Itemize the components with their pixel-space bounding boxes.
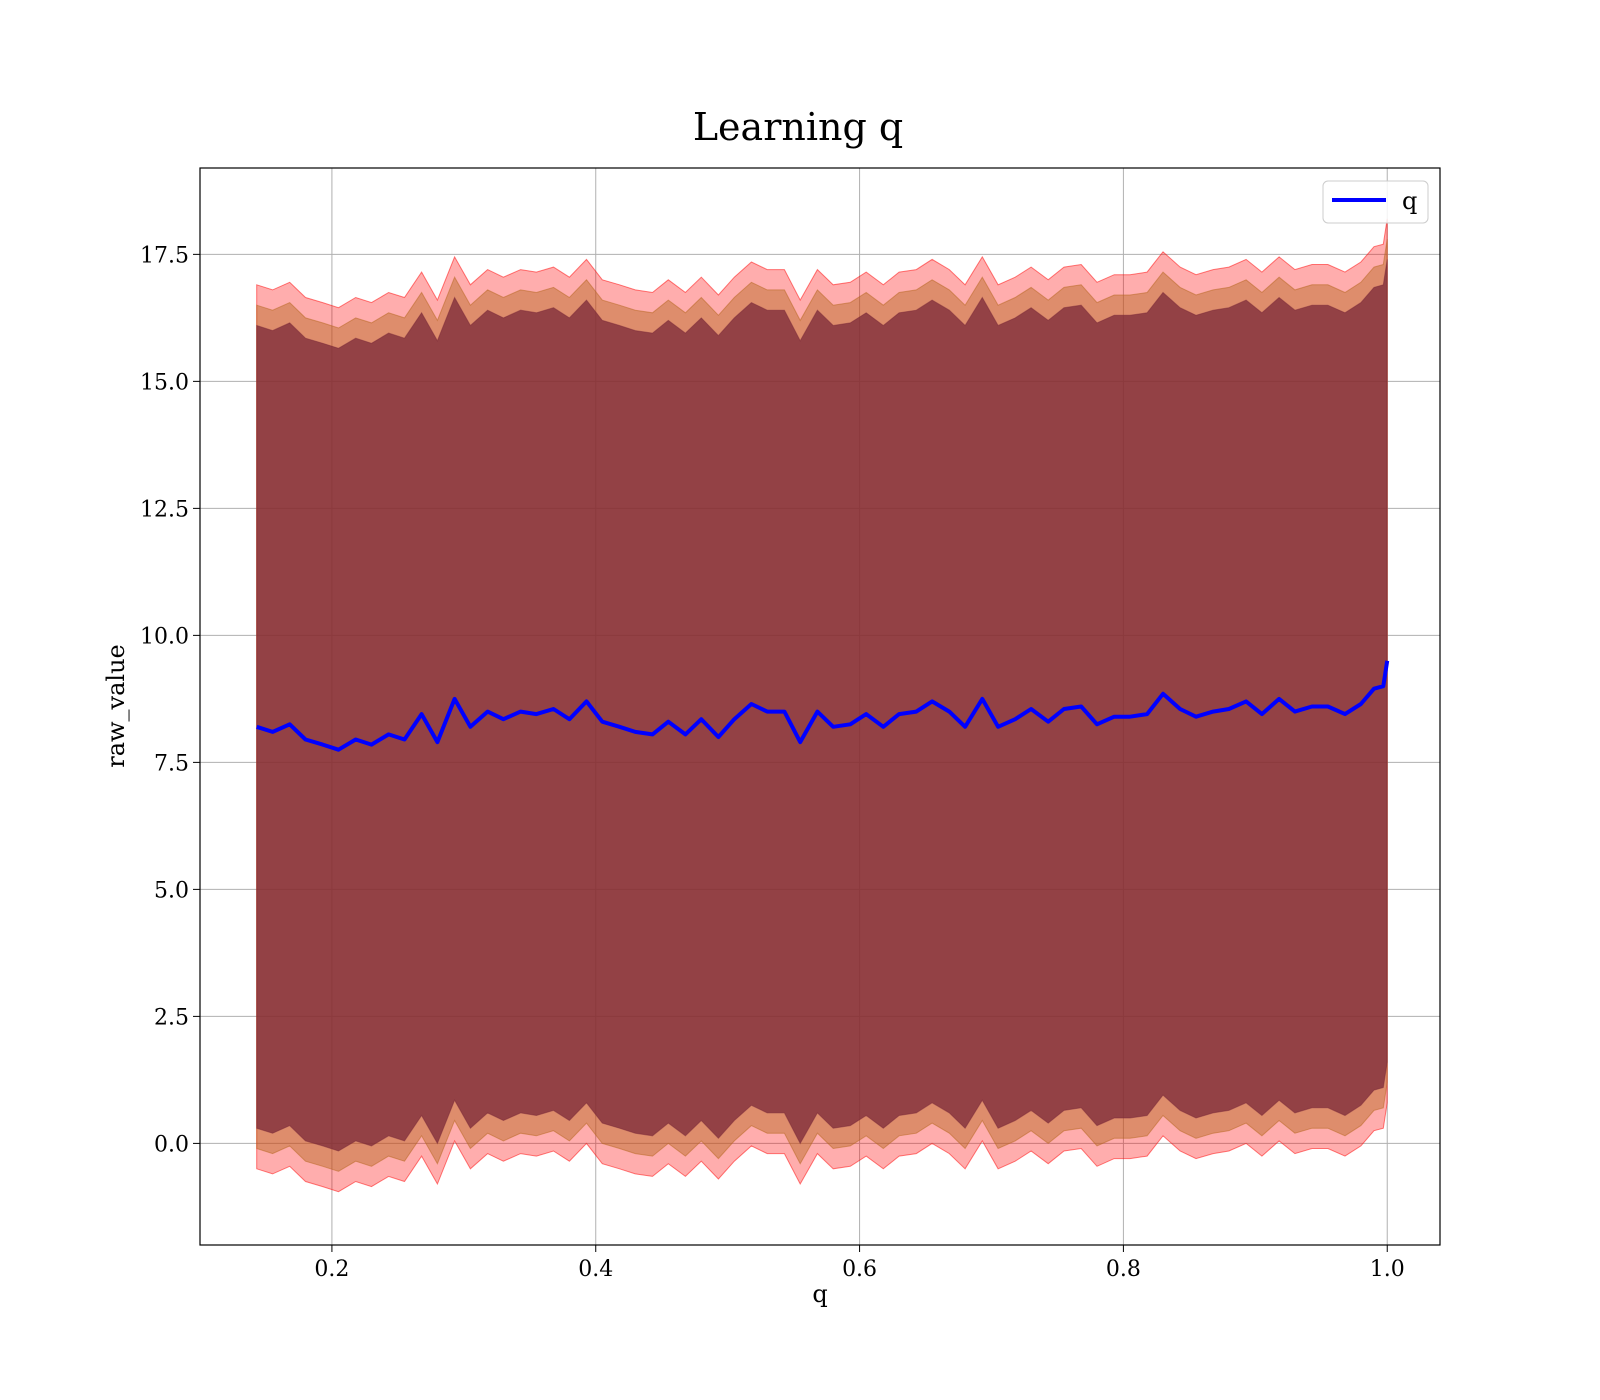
chart-title: Learning q bbox=[693, 105, 903, 149]
plot-area-frame bbox=[199, 167, 1441, 1246]
y-tick-label: 0.0 bbox=[154, 1132, 189, 1157]
band-inner bbox=[256, 259, 1388, 1152]
legend: q bbox=[1322, 180, 1429, 224]
x-tick-label: 0.6 bbox=[842, 1257, 877, 1282]
series-line-q bbox=[256, 660, 1390, 752]
y-tick-label: 5.0 bbox=[154, 878, 189, 903]
y-tick-label: 15.0 bbox=[140, 370, 189, 395]
y-tick-label: 10.0 bbox=[140, 624, 189, 649]
x-axis-ticks: 0.2 0.4 0.6 0.8 1.0 bbox=[314, 1245, 1405, 1282]
y-tick-label: 7.5 bbox=[154, 751, 189, 776]
y-axis-label: raw_value bbox=[102, 644, 130, 768]
y-tick-label: 17.5 bbox=[140, 243, 189, 268]
x-tick-label: 0.2 bbox=[314, 1257, 349, 1282]
y-tick-label: 12.5 bbox=[140, 497, 189, 522]
y-axis-ticks: 0.0 2.5 5.0 7.5 10.0 12.5 15.0 17.5 bbox=[140, 243, 200, 1157]
x-tick-label: 1.0 bbox=[1370, 1257, 1405, 1282]
series-lines bbox=[256, 660, 1390, 752]
y-tick-label: 2.5 bbox=[154, 1005, 189, 1030]
x-tick-label: 0.4 bbox=[578, 1257, 613, 1282]
legend-label-q: q bbox=[1402, 187, 1417, 215]
confidence-bands bbox=[256, 218, 1388, 1193]
x-tick-label: 0.8 bbox=[1106, 1257, 1141, 1282]
x-axis-label: q bbox=[812, 1280, 827, 1308]
